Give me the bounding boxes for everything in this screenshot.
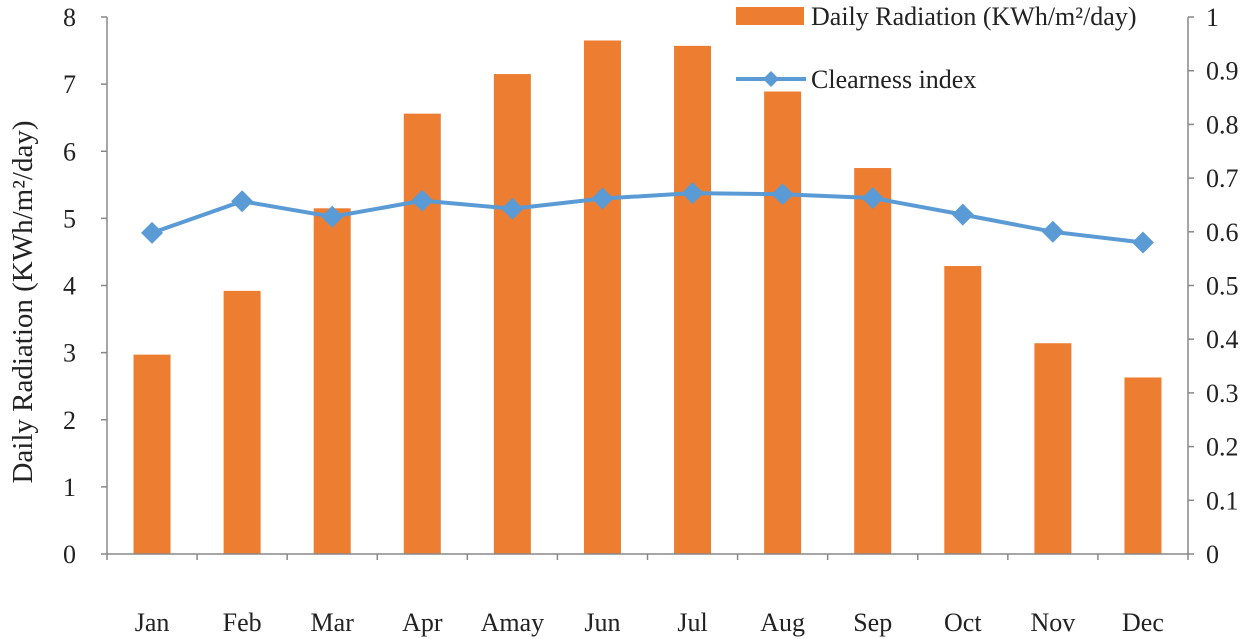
chart-axes [106, 17, 1189, 555]
legend-diamond-icon [763, 71, 779, 87]
bar-jul [674, 45, 712, 555]
right-tick-label: 0.5 [1206, 272, 1239, 301]
x-tick-label: Apr [402, 608, 443, 637]
left-tick-label: 3 [63, 339, 76, 368]
clearness-point-oct [951, 203, 974, 226]
left-tick-label: 4 [63, 272, 76, 301]
bar-amay [493, 74, 531, 555]
bar-feb [223, 290, 261, 554]
clearness-point-mar [321, 205, 344, 228]
clearness-point-jun [591, 187, 614, 210]
x-tick-label: Sep [853, 608, 892, 637]
right-tick-label: 0.6 [1206, 218, 1239, 247]
left-tick-label: 5 [63, 204, 76, 233]
legend: Daily Radiation (KWh/m²/day) Clearness i… [736, 2, 1137, 94]
right-tick-label: 0.3 [1206, 379, 1239, 408]
legend-swatch-daily-radiation [736, 7, 804, 25]
right-tick-label: 1 [1206, 3, 1219, 32]
left-tick-label: 6 [63, 137, 76, 166]
bar-jun [583, 40, 621, 554]
left-tick-label: 0 [63, 540, 76, 569]
x-tick-label: Aug [760, 608, 805, 637]
right-tick-label: 0.1 [1206, 486, 1239, 515]
left-axis-title: Daily Radiation (KWh/m²/day) [7, 120, 39, 483]
left-tick-label: 7 [63, 70, 76, 99]
bar-sep [854, 168, 892, 554]
clearness-point-amay [501, 197, 524, 220]
clearness-index-polyline [151, 191, 1144, 245]
right-tick-label: 0 [1206, 540, 1219, 569]
clearness-point-aug [771, 183, 794, 206]
clearness-point-feb [231, 190, 254, 213]
right-tick-label: 0.8 [1206, 110, 1239, 139]
bar-jan [133, 354, 171, 554]
legend-label-clearness-index: Clearness index [811, 65, 976, 94]
clearness-index-line [141, 182, 1154, 254]
bar-apr [403, 113, 441, 554]
x-tick-label: Amay [481, 608, 545, 637]
left-tick-label: 1 [63, 473, 76, 502]
right-tick-label: 0.7 [1206, 164, 1239, 193]
clearness-point-sep [861, 186, 884, 209]
bar-oct [944, 266, 982, 554]
radiation-bars [133, 40, 1162, 555]
right-axis-ticks: 0 0.1 0.2 0.3 0.4 0.5 0.6 0.7 0.8 0.9 1 [1188, 3, 1239, 569]
x-tick-label: Mar [311, 608, 355, 637]
bar-nov [1034, 343, 1072, 554]
x-tick-label: Dec [1122, 608, 1164, 637]
right-tick-label: 0.4 [1206, 325, 1239, 354]
legend-label-daily-radiation: Daily Radiation (KWh/m²/day) [811, 2, 1137, 31]
left-axis-ticks: 0 1 2 3 4 5 6 7 8 [63, 3, 107, 569]
left-tick-label: 2 [63, 406, 76, 435]
clearness-point-nov [1041, 220, 1064, 243]
x-tick-label: Jan [135, 608, 170, 637]
right-tick-label: 0.2 [1206, 433, 1239, 462]
x-tick-label: Jul [677, 608, 707, 637]
clearness-point-apr [411, 189, 434, 212]
bar-dec [1124, 377, 1162, 554]
right-tick-label: 0.9 [1206, 57, 1239, 86]
x-tick-label: Jun [584, 608, 620, 637]
left-tick-label: 8 [63, 3, 76, 32]
x-tick-label: Nov [1030, 608, 1075, 637]
x-tick-label: Oct [944, 608, 982, 637]
bar-mar [313, 208, 351, 554]
clearness-point-dec [1131, 231, 1154, 254]
x-tick-label: Feb [223, 608, 262, 637]
clearness-point-jan [141, 221, 164, 244]
clearness-point-jul [681, 182, 704, 205]
bar-aug [764, 91, 802, 554]
x-axis-ticks: Jan Feb Mar Apr Amay Jun Jul Aug Sep Oct Nov Dec [106, 554, 1189, 637]
